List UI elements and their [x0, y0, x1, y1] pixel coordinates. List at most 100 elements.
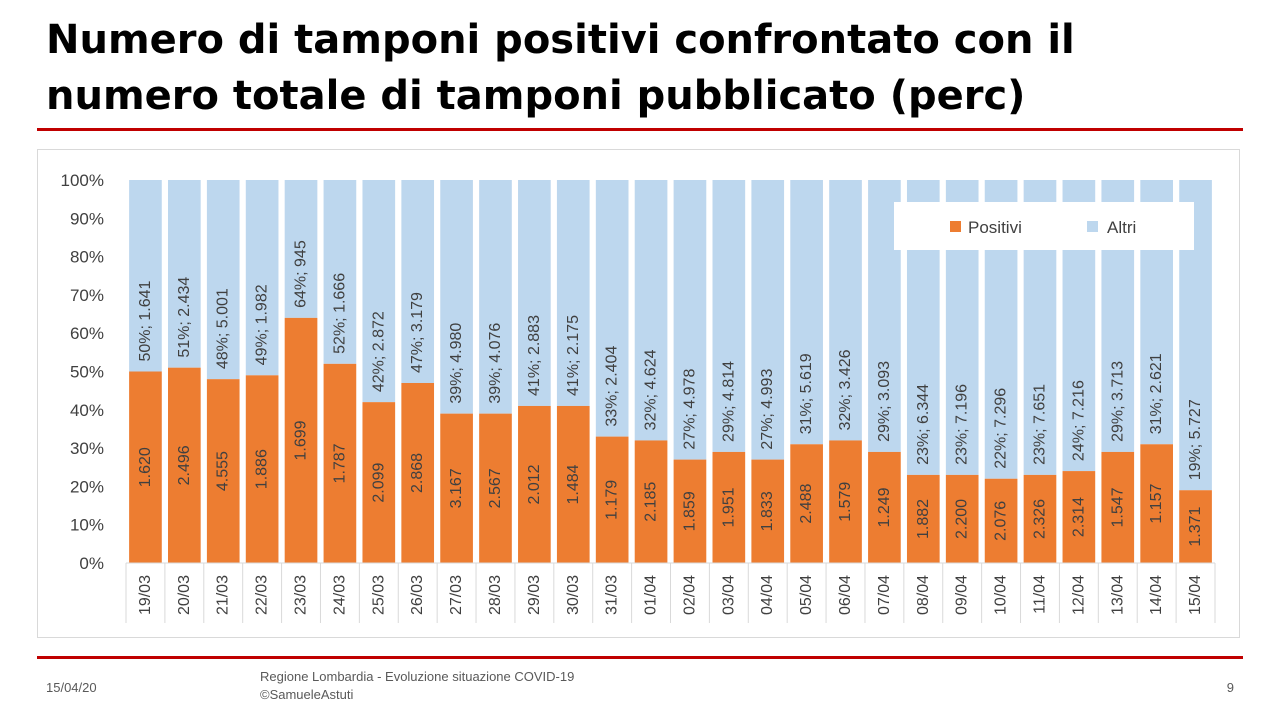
bar-altri: [634, 180, 668, 441]
footer-date: 15/04/20: [46, 680, 97, 695]
title-divider: [37, 128, 1243, 131]
bar-altri: [245, 180, 279, 376]
bar-positivi: [556, 405, 590, 563]
data-label-altri: 29%; 3.093: [876, 361, 893, 442]
bar-altri: [712, 180, 746, 452]
bar-positivi: [323, 363, 357, 563]
x-tick-label: 03/04: [720, 575, 737, 615]
y-tick-label: 80%: [70, 248, 104, 267]
footer-source-line2: ©SamueleAstuti: [260, 687, 354, 702]
y-tick-label: 40%: [70, 401, 104, 420]
bar-altri: [401, 180, 435, 383]
x-tick-label: 29/03: [526, 575, 543, 615]
x-tick-label: 14/04: [1148, 575, 1165, 615]
data-label-altri: 23%; 7.196: [954, 384, 971, 465]
x-tick-label: 12/04: [1070, 575, 1087, 615]
x-tick-label: 22/03: [254, 575, 271, 615]
y-tick-label: 60%: [70, 324, 104, 343]
bar-positivi: [440, 413, 473, 563]
bar-positivi: [245, 375, 279, 563]
y-tick-label: 0%: [79, 554, 104, 573]
x-tick-label: 15/04: [1187, 575, 1204, 615]
data-label-altri: 47%; 3.179: [409, 292, 426, 373]
chart-frame: 0% 10% 20% 30% 40% 50% 60% 70% 80% 90% 100% 1.620 50…: [37, 149, 1240, 638]
bar-positivi: [284, 317, 318, 563]
data-label-positivi: 1.886: [254, 449, 271, 489]
data-label-positivi: 1.579: [837, 482, 854, 522]
data-label-positivi: 1.859: [681, 491, 698, 531]
stacked-percent-bar-chart: 0% 10% 20% 30% 40% 50% 60% 70% 80% 90% 100% 1.620 50…: [61, 171, 1216, 623]
bar-altri: [129, 180, 162, 372]
data-label-positivi: 1.620: [137, 447, 154, 487]
bar-positivi: [790, 444, 823, 563]
x-tick-label: 25/03: [370, 575, 387, 615]
x-tick-label: 20/03: [176, 575, 193, 615]
x-tick-label: 31/03: [604, 575, 621, 615]
data-label-positivi: 2.012: [526, 464, 543, 504]
bar-positivi: [945, 474, 979, 563]
data-label-altri: 50%; 1.641: [137, 280, 154, 361]
bar-positivi: [362, 402, 396, 563]
y-tick-label: 10%: [70, 516, 104, 535]
bar-positivi: [129, 371, 162, 563]
bar-altri: [323, 180, 357, 364]
data-label-positivi: 1.882: [915, 499, 932, 539]
data-label-positivi: 2.496: [176, 445, 193, 485]
bar-positivi: [984, 478, 1018, 563]
data-label-altri: 29%; 3.713: [1109, 361, 1126, 442]
x-tick-label: 13/04: [1109, 575, 1126, 615]
data-label-positivi: 1.249: [876, 487, 893, 527]
bar-positivi: [634, 440, 668, 563]
x-tick-label: 28/03: [487, 575, 504, 615]
bar-positivi: [673, 459, 707, 563]
bar-positivi: [1179, 490, 1212, 563]
bar-positivi: [479, 413, 512, 563]
data-label-positivi: 1.484: [565, 464, 582, 504]
bar-altri: [284, 180, 318, 318]
bar-positivi: [595, 436, 629, 563]
x-tick-label: 04/04: [759, 575, 776, 615]
data-label-altri: 27%; 4.978: [681, 369, 698, 450]
data-label-positivi: 2.868: [409, 453, 426, 493]
x-tick-label: 19/03: [137, 575, 154, 615]
legend-label-altri: Altri: [1107, 218, 1136, 237]
data-label-positivi: 1.699: [293, 420, 310, 460]
data-label-altri: 64%; 945: [293, 240, 310, 308]
page-number: 9: [1226, 680, 1234, 695]
bar-positivi: [1062, 471, 1096, 563]
data-label-positivi: 3.167: [448, 468, 465, 508]
data-label-positivi: 1.951: [720, 487, 737, 527]
data-label-altri: 24%; 7.216: [1070, 380, 1087, 461]
bar-positivi: [1140, 444, 1173, 563]
bar-altri: [751, 180, 785, 460]
x-tick-label: 23/03: [293, 575, 310, 615]
data-label-altri: 29%; 4.814: [720, 361, 737, 442]
legend-label-positivi: Positivi: [968, 218, 1022, 237]
bar-altri: [595, 180, 629, 437]
data-label-positivi: 1.179: [604, 480, 621, 520]
bar-positivi: [906, 474, 940, 563]
footer-source: Regione Lombardia - Evoluzione situazion…: [260, 668, 574, 704]
x-tick-label: 30/03: [565, 575, 582, 615]
data-label-positivi: 1.787: [331, 443, 348, 483]
y-tick-label: 30%: [70, 439, 104, 458]
data-label-positivi: 2.185: [643, 482, 660, 522]
y-tick-label: 100%: [61, 171, 104, 190]
bar-positivi: [518, 405, 551, 563]
x-tick-label: 06/04: [837, 575, 854, 615]
x-tick-label: 01/04: [643, 575, 660, 615]
data-label-positivi: 2.326: [1031, 499, 1048, 539]
x-tick-label: 27/03: [448, 575, 465, 615]
x-tick-label: 05/04: [798, 575, 815, 615]
data-label-altri: 32%; 3.426: [837, 349, 854, 430]
legend-swatch-altri: [1087, 221, 1098, 232]
bar-altri: [168, 180, 201, 368]
data-label-altri: 23%; 6.344: [915, 384, 932, 465]
x-tick-label: 09/04: [954, 575, 971, 615]
bar-altri: [479, 180, 512, 414]
x-tick-label: 24/03: [331, 575, 348, 615]
data-label-altri: 27%; 4.993: [759, 369, 776, 450]
legend-swatch-positivi: [950, 221, 961, 232]
bar-positivi: [401, 382, 435, 563]
y-tick-label: 70%: [70, 286, 104, 305]
